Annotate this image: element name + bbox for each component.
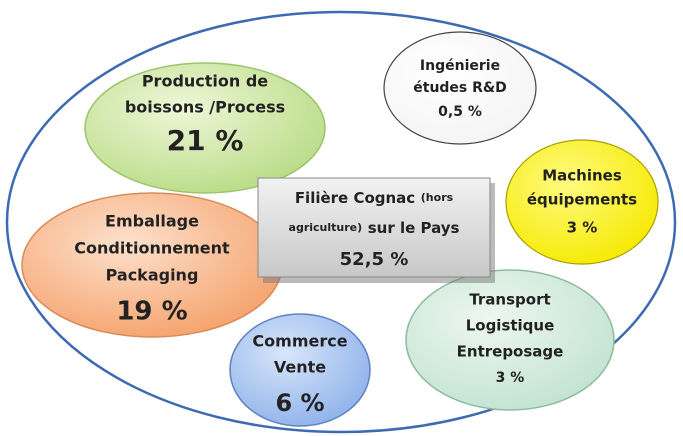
text: Filière Cognac: [295, 189, 415, 207]
center-line2: agriculture) sur le Pays: [289, 218, 460, 237]
node-label: Vente: [274, 358, 326, 377]
bubble: [505, 139, 659, 265]
node-label: boissons /Process: [125, 98, 285, 117]
node-label: études R&D: [413, 80, 507, 96]
node-label: Packaging: [106, 266, 199, 285]
bubble: [84, 62, 326, 194]
text: sur le Pays: [368, 219, 460, 237]
node-value: 6 %: [275, 389, 324, 417]
text: agriculture): [289, 221, 363, 234]
node-label: Conditionnement: [74, 239, 230, 258]
node-label: équipements: [527, 191, 637, 209]
node-label: Commerce: [252, 332, 347, 351]
bubble: [383, 31, 537, 145]
node-label: Transport: [469, 291, 550, 309]
node-label: Logistique: [466, 317, 555, 335]
node-value: 3 %: [567, 219, 598, 237]
bubble: [229, 313, 371, 427]
text: (hors: [421, 191, 454, 204]
center-line1: Filière Cognac (hors: [295, 188, 454, 207]
node-value: 3 %: [496, 370, 525, 386]
bubble: [405, 269, 615, 411]
center-box: [257, 177, 491, 278]
node-label: Entreposage: [457, 343, 564, 361]
node-value: 0,5 %: [438, 104, 482, 120]
outer-ellipse: [5, 10, 677, 434]
node-value: 19 %: [116, 297, 187, 327]
node-value: 21 %: [167, 124, 244, 157]
center-value: 52,5 %: [340, 249, 409, 270]
node-label: Ingénierie: [420, 58, 500, 74]
node-label: Emballage: [105, 212, 199, 231]
node-label: Production de: [142, 72, 268, 91]
node-label: Machines: [542, 167, 622, 185]
